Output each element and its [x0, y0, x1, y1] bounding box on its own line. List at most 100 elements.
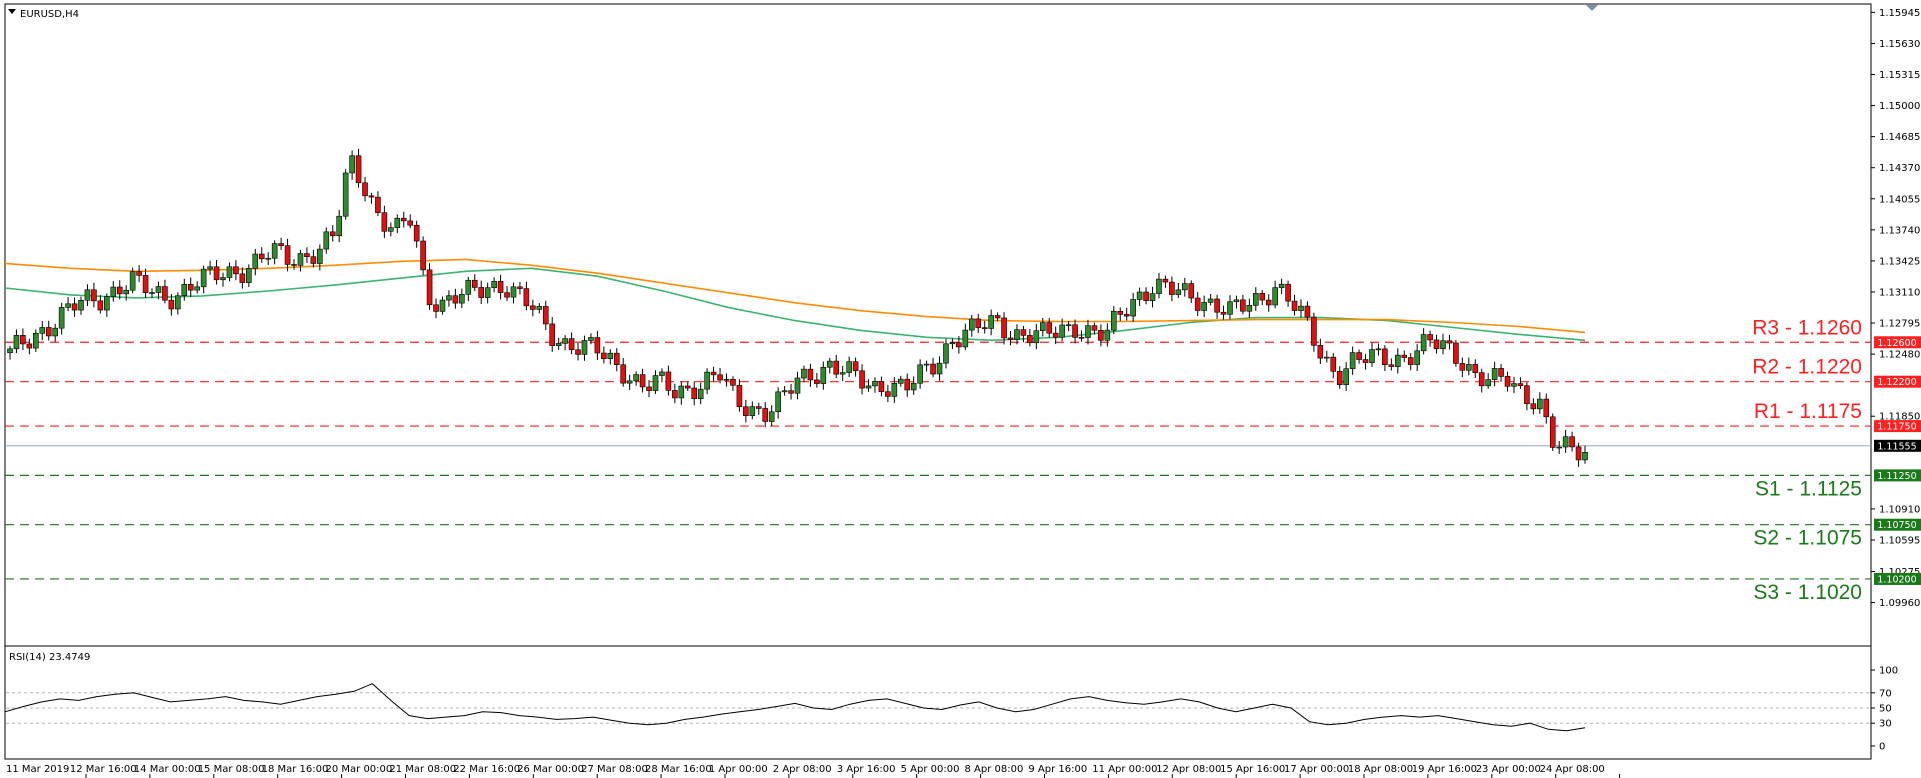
- price-tick-label: 1.13740: [1879, 225, 1920, 236]
- bull-candle: [768, 411, 775, 422]
- bear-candle: [304, 253, 310, 257]
- bull-candle: [1369, 349, 1375, 363]
- bear-candle: [1046, 322, 1053, 334]
- bull-candle: [1110, 310, 1117, 331]
- time-tick-label: 8 Apr 08:00: [965, 764, 1024, 775]
- bull-candle: [775, 391, 781, 413]
- bear-candle: [1027, 335, 1033, 344]
- bear-candle: [258, 253, 265, 260]
- bull-candle: [949, 342, 956, 345]
- bear-candle: [1214, 298, 1220, 313]
- resistance-price-tag-text: 1.11750: [1877, 422, 1916, 433]
- bull-candle: [1278, 283, 1285, 288]
- rsi-tick-label: 30: [1879, 719, 1892, 730]
- bear-candle: [710, 371, 717, 376]
- support-label: S1 - 1.1125: [1755, 477, 1862, 500]
- bear-candle: [1504, 376, 1511, 387]
- bear-candle: [1317, 345, 1324, 359]
- bear-candle: [646, 386, 652, 391]
- price-tick-label: 1.10275: [1879, 567, 1920, 578]
- bear-candle: [478, 287, 485, 298]
- bear-candle: [239, 273, 246, 283]
- bear-candle: [878, 381, 885, 392]
- moving-average-fast-line: [4, 267, 1586, 342]
- price-tick-label: 1.13425: [1879, 256, 1920, 267]
- bull-candle: [123, 289, 129, 295]
- bear-candle: [575, 349, 581, 355]
- bull-candle: [633, 374, 639, 382]
- bear-candle: [684, 385, 691, 389]
- moving-averages-layer: [4, 258, 1586, 342]
- bear-candle: [1446, 340, 1453, 344]
- price-tick-label: 1.15000: [1879, 101, 1920, 112]
- bear-candle: [691, 387, 698, 400]
- support-label: S3 - 1.1020: [1753, 581, 1862, 604]
- bull-candle: [1181, 283, 1188, 291]
- bear-candle: [1098, 329, 1104, 341]
- bull-candle: [588, 337, 594, 341]
- bear-candle: [413, 224, 420, 242]
- resistance-price-tag-text: 1.12600: [1877, 338, 1916, 349]
- time-tick-label: 27 Mar 08:00: [581, 764, 648, 775]
- bear-candle: [762, 408, 769, 422]
- bull-candle: [129, 271, 136, 291]
- price-tick-label: 1.15315: [1879, 70, 1920, 81]
- rsi-layer: 100 70 50 30 0: [4, 666, 1898, 753]
- bull-candle: [846, 361, 852, 373]
- bear-candle: [1265, 299, 1272, 306]
- bear-candle: [355, 155, 362, 184]
- support-price-tag-text: 1.10200: [1877, 574, 1916, 585]
- bull-candle: [910, 382, 917, 391]
- bull-candle: [446, 295, 452, 301]
- time-tick-label: 15 Mar 08:00: [198, 764, 265, 775]
- bear-candle: [400, 217, 407, 222]
- bull-candle: [962, 329, 969, 348]
- bull-candle: [1149, 293, 1156, 301]
- bear-candle: [1078, 337, 1085, 339]
- bear-candle: [568, 338, 575, 351]
- bear-candle: [523, 288, 530, 307]
- bull-candle: [1233, 299, 1240, 303]
- bull-candle: [839, 372, 846, 375]
- bull-candle: [626, 380, 633, 384]
- bull-candle: [200, 268, 207, 288]
- bull-candle: [1562, 436, 1569, 448]
- bull-candle: [723, 379, 730, 381]
- bull-candle: [872, 381, 878, 387]
- bull-candle: [7, 348, 13, 354]
- bull-candle: [943, 343, 949, 364]
- bull-candle: [801, 368, 807, 379]
- bull-candle: [652, 375, 659, 391]
- bull-candle: [33, 332, 39, 349]
- bull-candle: [704, 371, 710, 390]
- bull-candle: [104, 296, 110, 311]
- bear-candle: [1259, 293, 1266, 301]
- current-price-tag-text: 1.11555: [1877, 441, 1916, 452]
- bull-candle: [84, 289, 91, 301]
- chart-menu-triangle-icon[interactable]: [8, 9, 16, 14]
- bull-candle: [459, 294, 465, 304]
- bear-candle: [885, 391, 891, 397]
- price-tags-layer: 1.12600 1.12200 1.11750 1.11250 1.10750 1.102…: [1874, 336, 1921, 585]
- bull-candle: [342, 172, 349, 217]
- time-tick-label: 21 Mar 08:00: [389, 764, 456, 775]
- bear-candle: [116, 286, 123, 295]
- bear-candle: [1517, 383, 1524, 387]
- bull-candle: [336, 215, 343, 237]
- support-price-tag: [1874, 469, 1921, 482]
- bear-candle: [452, 295, 459, 304]
- chart-shift-marker-icon[interactable]: [1586, 5, 1598, 11]
- bull-candle: [175, 295, 181, 310]
- bear-candle: [407, 220, 414, 226]
- bull-candle: [149, 292, 155, 294]
- rsi-panel: [4, 645, 1872, 760]
- bear-candle: [168, 299, 175, 310]
- bear-candle: [1072, 324, 1078, 338]
- bull-candle: [923, 363, 930, 366]
- price-tick-label: 1.12480: [1879, 350, 1920, 361]
- bull-candle: [226, 266, 233, 278]
- bear-candle: [1336, 371, 1343, 386]
- support-label: S2 - 1.1075: [1753, 527, 1862, 550]
- bear-candle: [1569, 436, 1575, 448]
- bull-candle: [562, 338, 568, 344]
